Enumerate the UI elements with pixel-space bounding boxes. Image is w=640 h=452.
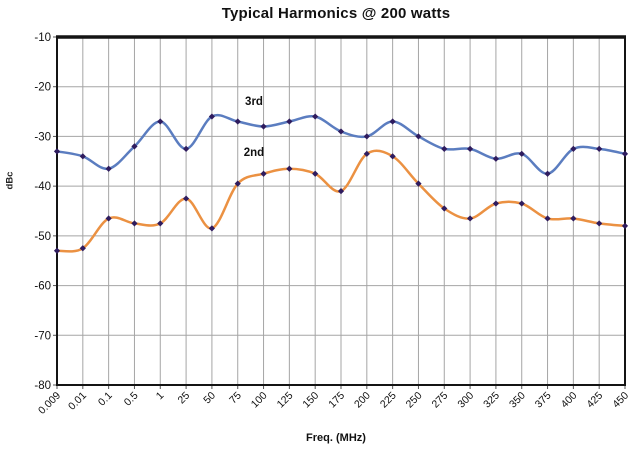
y-tick-label: -20 (34, 82, 51, 94)
data-point-2nd (312, 170, 319, 177)
data-point-3rd (157, 118, 164, 125)
x-tick-label: 0.5 (122, 390, 141, 409)
data-point-2nd (389, 153, 396, 160)
data-point-3rd (131, 143, 138, 150)
x-tick-label: 275 (430, 390, 451, 411)
data-point-2nd (570, 215, 577, 222)
data-point-3rd (415, 133, 422, 140)
data-point-3rd (79, 153, 86, 160)
data-point-2nd (518, 200, 525, 207)
data-point-2nd (182, 195, 190, 202)
data-point-2nd (105, 215, 112, 222)
x-tick-label: 250 (404, 390, 425, 411)
x-tick-label: 150 (300, 390, 321, 411)
series-label-3rd: 3rd (245, 96, 263, 108)
data-point-2nd (131, 220, 138, 227)
y-tick-label: -50 (34, 231, 51, 243)
y-tick-label: -40 (34, 181, 51, 193)
x-tick-label: 400 (559, 390, 580, 411)
x-tick-label: 325 (481, 390, 502, 411)
x-tick-label: 0.009 (36, 390, 63, 417)
x-tick-label: 25 (175, 390, 192, 407)
data-point-3rd (570, 145, 577, 152)
x-tick-label: 300 (455, 390, 476, 411)
x-tick-label: 1 (154, 390, 167, 403)
data-point-2nd (596, 220, 603, 227)
y-tick-label: -70 (34, 330, 51, 342)
data-point-3rd (441, 145, 448, 152)
data-point-3rd (518, 150, 525, 157)
x-tick-label: 0.1 (96, 390, 115, 409)
data-point-3rd (53, 148, 61, 155)
data-point-2nd (79, 245, 86, 252)
y-tick-label: -80 (34, 380, 51, 392)
x-tick-label: 425 (584, 390, 605, 411)
data-point-2nd (53, 247, 61, 254)
data-point-3rd (621, 150, 629, 157)
data-point-3rd (182, 145, 190, 152)
data-point-3rd (208, 113, 216, 120)
x-tick-label: 175 (326, 390, 347, 411)
data-point-2nd (260, 170, 267, 177)
data-point-3rd (363, 133, 370, 140)
data-point-2nd (286, 165, 293, 172)
x-tick-label: 450 (610, 390, 631, 411)
data-point-2nd (621, 222, 629, 230)
data-point-2nd (466, 215, 474, 222)
data-point-2nd (234, 180, 241, 187)
chart-title: Typical Harmonics @ 200 watts (221, 5, 451, 22)
data-point-2nd (363, 150, 370, 157)
data-point-3rd (105, 165, 112, 172)
x-tick-label: 200 (352, 390, 373, 411)
data-point-2nd (157, 220, 164, 227)
y-axis-title: dBc (4, 171, 16, 190)
data-point-3rd (260, 123, 267, 130)
x-tick-label: 350 (507, 390, 528, 411)
data-point-3rd (596, 145, 603, 152)
x-tick-label: 75 (227, 390, 244, 407)
series-label-2nd: 2nd (243, 147, 265, 159)
data-point-3rd (286, 118, 293, 125)
data-point-2nd (337, 188, 345, 195)
x-tick-label: 125 (275, 390, 296, 411)
data-point-3rd (466, 145, 474, 152)
y-tick-label: -60 (34, 281, 51, 293)
x-tick-label: 225 (378, 390, 399, 411)
data-point-3rd (312, 113, 319, 120)
data-point-2nd (544, 215, 551, 222)
data-point-3rd (337, 128, 345, 135)
data-point-2nd (415, 180, 422, 187)
data-point-2nd (441, 205, 448, 212)
data-point-2nd (208, 225, 216, 232)
y-tick-label: -30 (34, 131, 51, 143)
x-tick-label: 375 (533, 390, 554, 411)
data-point-3rd (389, 118, 396, 125)
x-tick-label: 100 (249, 390, 270, 411)
y-tick-label: -10 (34, 32, 51, 44)
data-point-3rd (544, 170, 551, 177)
data-point-3rd (234, 118, 241, 125)
data-point-2nd (492, 200, 500, 207)
x-axis-title: Freq. (MHz) (306, 432, 366, 444)
x-tick-label: 0.01 (66, 390, 89, 413)
x-tick-label: 50 (201, 390, 218, 407)
data-point-3rd (492, 155, 500, 162)
